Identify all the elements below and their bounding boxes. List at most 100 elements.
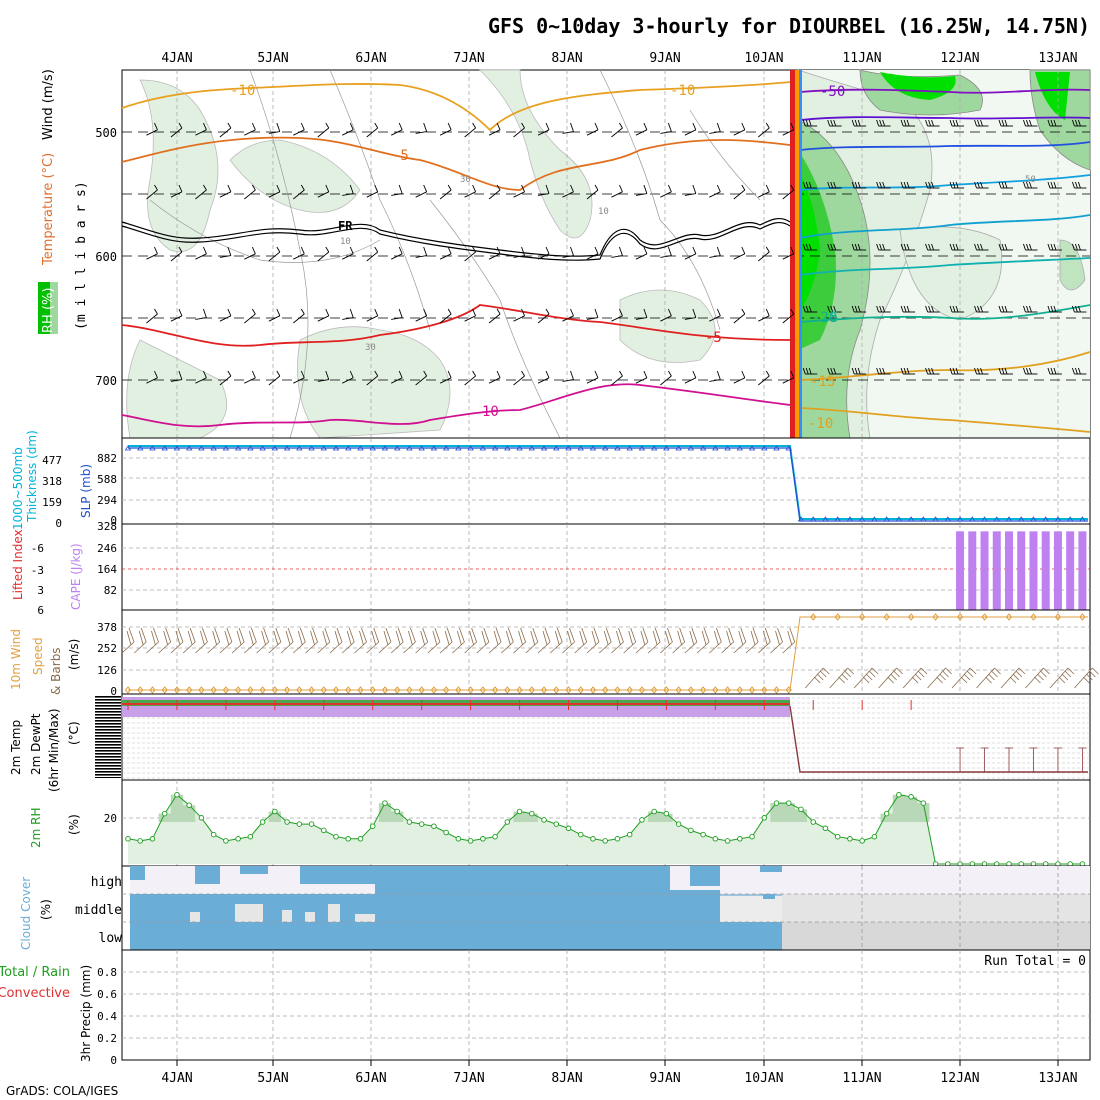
rh2m-point bbox=[308, 821, 315, 827]
wind-barb bbox=[562, 122, 574, 134]
pressure-tick: 700 bbox=[95, 374, 117, 388]
wind10-marker bbox=[516, 686, 523, 694]
thickness-marker bbox=[149, 445, 156, 451]
wind-barb bbox=[537, 370, 550, 384]
wind-barb bbox=[782, 184, 795, 200]
wind-barb bbox=[342, 308, 354, 320]
thickness-marker bbox=[296, 445, 303, 451]
wind10-marker bbox=[455, 686, 462, 694]
thickness-marker bbox=[393, 445, 401, 451]
thickness-marker bbox=[565, 445, 572, 451]
thickness-marker bbox=[1018, 516, 1025, 522]
wind10-marker bbox=[736, 686, 743, 694]
wind-barb bbox=[758, 184, 770, 198]
wind-barb bbox=[1071, 305, 1087, 313]
wind-barb bbox=[586, 370, 599, 384]
wind-barb bbox=[684, 246, 697, 260]
thickness-marker bbox=[528, 445, 536, 451]
slp-tick: 294 bbox=[97, 494, 117, 507]
thickness-marker bbox=[626, 445, 633, 451]
wind10-marker bbox=[810, 613, 817, 621]
date-label: 11JAN bbox=[842, 51, 881, 66]
thickness-marker bbox=[871, 516, 878, 522]
li-tick: 3 bbox=[37, 584, 44, 597]
rh2m-point bbox=[418, 821, 425, 827]
precip-tick: 0.8 bbox=[97, 966, 117, 979]
rh2m-point bbox=[614, 836, 621, 842]
contour-label: -15 bbox=[810, 374, 835, 390]
wind-barb bbox=[562, 184, 574, 198]
wind10-barb bbox=[452, 627, 465, 654]
wind-barb bbox=[827, 119, 842, 127]
cape-bar bbox=[1078, 531, 1087, 610]
wind-barb bbox=[1023, 367, 1038, 375]
wind-barb bbox=[1047, 367, 1062, 375]
rh2m-point bbox=[724, 838, 731, 844]
date-label: 9JAN bbox=[649, 1071, 680, 1086]
wind-barb bbox=[268, 184, 281, 198]
wind10-barb bbox=[329, 627, 343, 654]
wind-barb bbox=[900, 243, 916, 251]
wind-barb bbox=[949, 243, 965, 251]
wind-barb bbox=[827, 367, 842, 375]
wind10-barb bbox=[403, 627, 416, 654]
rh-axis-label: RH (%) bbox=[41, 288, 56, 333]
cape-bar bbox=[1053, 531, 1062, 610]
wind-barb bbox=[513, 184, 525, 198]
wind-barb bbox=[1023, 181, 1038, 189]
wind10-barb bbox=[501, 627, 514, 654]
date-label: 13JAN bbox=[1038, 51, 1077, 66]
cloud-level-label: middle bbox=[75, 903, 122, 918]
rh2m-point bbox=[174, 791, 180, 798]
wind10-marker bbox=[271, 686, 278, 694]
wind-barb bbox=[366, 370, 379, 386]
date-label: 8JAN bbox=[551, 51, 582, 66]
wind-barb bbox=[635, 122, 648, 136]
wind-barb bbox=[782, 370, 795, 384]
rh2m-point bbox=[565, 825, 572, 832]
thickness-marker bbox=[406, 445, 413, 451]
li-tick: -3 bbox=[31, 564, 44, 577]
thickness-marker bbox=[137, 445, 144, 451]
wind10-barb bbox=[770, 627, 783, 654]
wind10-barb bbox=[696, 627, 710, 654]
rh2m-point bbox=[259, 819, 266, 825]
wind-barb bbox=[293, 246, 305, 260]
wind10-tick: 378 bbox=[97, 621, 117, 634]
thickness-marker bbox=[234, 445, 242, 451]
cloud-fill bbox=[130, 866, 782, 950]
rh2m-point bbox=[810, 819, 816, 825]
wind10-barb bbox=[488, 627, 502, 654]
rh2m-point bbox=[773, 800, 780, 806]
rh2m-point bbox=[296, 821, 303, 827]
thickness-marker bbox=[124, 445, 132, 451]
rh2m-point bbox=[235, 836, 241, 842]
temp2m-minmax-bars bbox=[956, 747, 1087, 772]
wind-barb bbox=[244, 122, 256, 136]
thickness-marker bbox=[320, 445, 327, 451]
wind10-barb bbox=[195, 627, 208, 654]
wind-barb bbox=[464, 122, 476, 138]
wind-barb bbox=[709, 122, 721, 134]
temp2m-label: (6hr Min/Max) bbox=[47, 709, 61, 793]
contour-label: 5 bbox=[830, 310, 838, 326]
wind10-barb bbox=[684, 627, 698, 654]
wind-barb bbox=[611, 184, 623, 198]
wind10-marker bbox=[161, 686, 168, 694]
wind-barb bbox=[925, 305, 940, 313]
wind-barb bbox=[635, 184, 648, 196]
wind-barb bbox=[390, 370, 403, 384]
wind10-marker bbox=[357, 686, 364, 694]
wind-barb bbox=[684, 370, 697, 384]
wind-barb bbox=[827, 181, 842, 189]
wind-barb bbox=[998, 367, 1013, 375]
wind10-barb bbox=[976, 667, 1001, 689]
rh2m-point bbox=[896, 791, 902, 798]
wind-barb bbox=[195, 184, 207, 200]
cape-bar bbox=[1041, 531, 1050, 610]
wind10-barb bbox=[378, 627, 392, 654]
wind-barb bbox=[586, 308, 599, 320]
wind10-barb bbox=[439, 627, 453, 654]
wind10-barb bbox=[256, 627, 269, 654]
